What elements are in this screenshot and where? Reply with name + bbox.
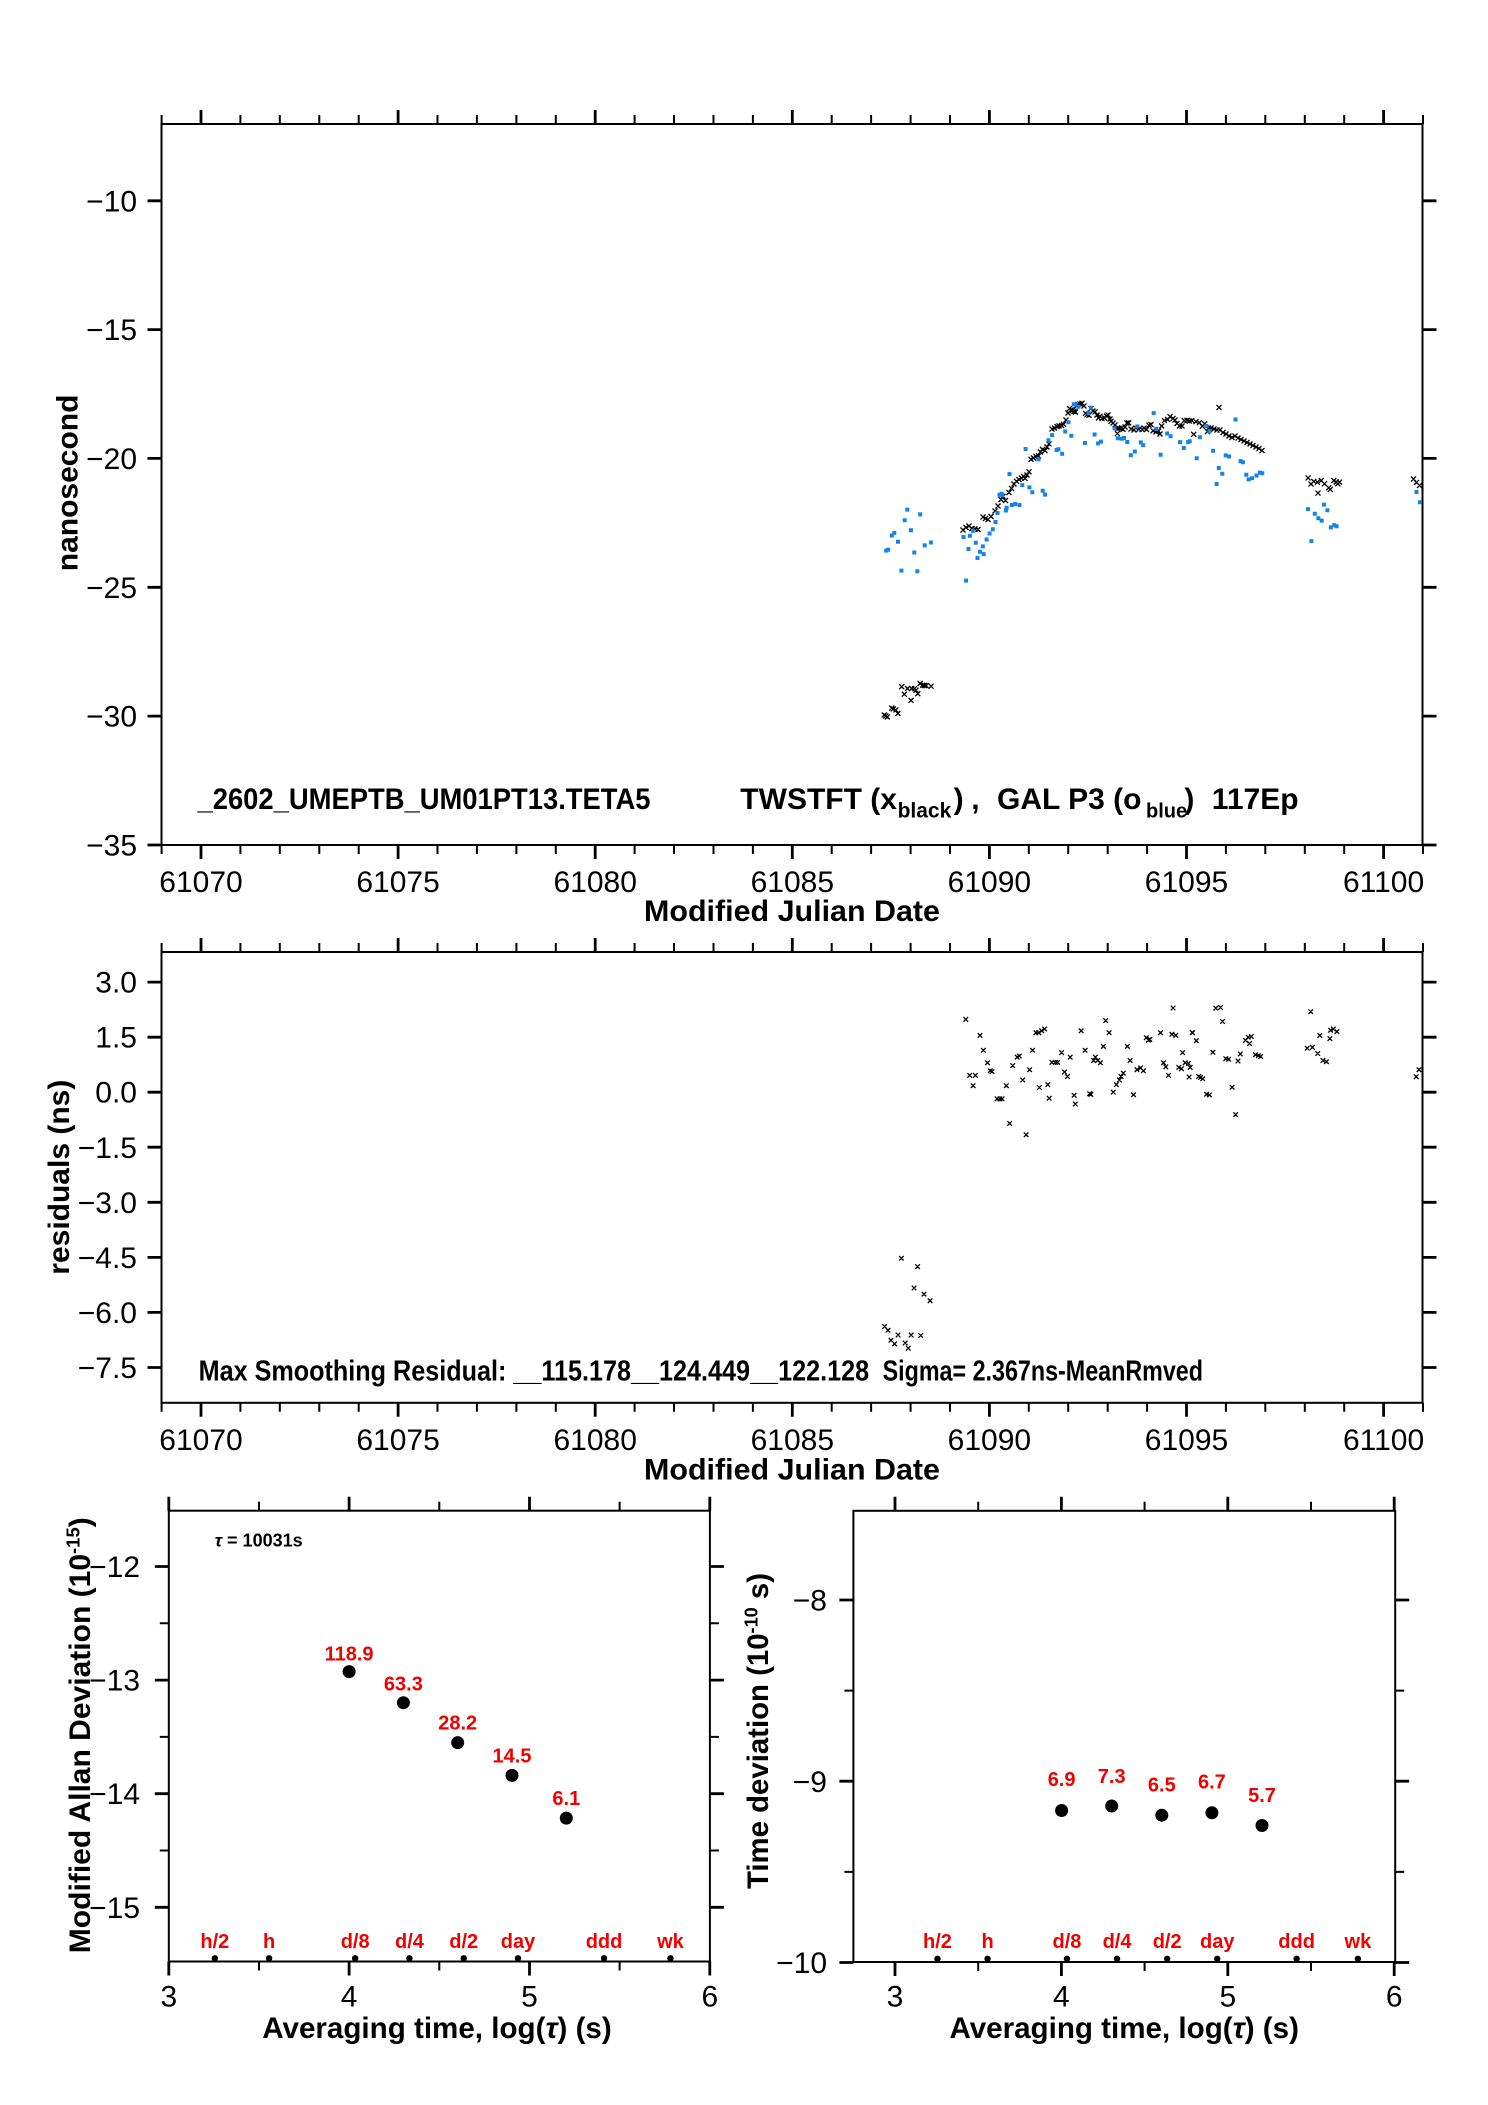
svg-text:Max Smoothing Residual: __115.: Max Smoothing Residual: __115.178__124.4… [199, 1355, 870, 1387]
svg-text:Modified Allan Deviation (10-1: Modified Allan Deviation (10-15) [63, 1517, 98, 1953]
svg-text:d/4: d/4 [395, 1931, 425, 1953]
svg-text:h: h [981, 1931, 993, 1953]
svg-text:−15: −15 [89, 1892, 140, 1925]
svg-text:τ = 10031s: τ = 10031s [215, 1531, 303, 1551]
svg-text:Modified Julian Date: Modified Julian Date [644, 1454, 940, 1487]
svg-text:−13: −13 [89, 1665, 140, 1698]
svg-text:Averaging time, log(τ) (s): Averaging time, log(τ) (s) [949, 2012, 1299, 2045]
svg-text:−25: −25 [86, 572, 137, 605]
svg-text:h/2: h/2 [923, 1931, 952, 1953]
svg-text:61080: 61080 [553, 1424, 636, 1457]
svg-text:3.0: 3.0 [95, 967, 137, 1000]
svg-text:118.9: 118.9 [325, 1643, 374, 1665]
svg-text:3: 3 [887, 1981, 904, 2014]
svg-text:61095: 61095 [1145, 866, 1228, 899]
svg-text:6.5: 6.5 [1148, 1775, 1176, 1797]
svg-text:ddd: ddd [586, 1931, 623, 1953]
svg-text:−12: −12 [89, 1551, 140, 1584]
svg-text:61070: 61070 [159, 866, 242, 899]
svg-text:wk: wk [656, 1931, 685, 1953]
svg-text:Modified Julian Date: Modified Julian Date [644, 895, 940, 928]
svg-text:day: day [501, 1931, 536, 1953]
svg-text:nanosecond: nanosecond [52, 395, 85, 572]
svg-text:,: , [971, 783, 979, 816]
svg-text:−6.0: −6.0 [78, 1297, 137, 1330]
svg-text:d/8: d/8 [1053, 1931, 1082, 1953]
svg-text:−3.0: −3.0 [78, 1187, 137, 1220]
svg-text:black: black [898, 799, 952, 822]
svg-text:blue: blue [1146, 800, 1187, 822]
svg-text:6: 6 [701, 1981, 718, 2014]
svg-text:d/2: d/2 [1153, 1931, 1182, 1953]
svg-text:1.5: 1.5 [95, 1022, 137, 1055]
svg-text:6.7: 6.7 [1198, 1772, 1226, 1794]
svg-text:residuals (ns): residuals (ns) [43, 1080, 76, 1275]
svg-text:h: h [263, 1931, 275, 1953]
svg-text:5.7: 5.7 [1248, 1785, 1276, 1807]
svg-text:): ) [954, 783, 964, 816]
svg-text:7.3: 7.3 [1098, 1766, 1126, 1788]
svg-text:14.5: 14.5 [493, 1746, 532, 1768]
svg-text:−10: −10 [86, 185, 137, 218]
svg-text:ddd: ddd [1278, 1931, 1315, 1953]
svg-text:d/8: d/8 [341, 1931, 370, 1953]
svg-text:63.3: 63.3 [384, 1674, 423, 1696]
svg-text:−15: −15 [86, 314, 137, 347]
svg-text:TWSTFT (x: TWSTFT (x [740, 783, 897, 816]
svg-text:−14: −14 [89, 1778, 140, 1811]
svg-text:0.0: 0.0 [95, 1077, 137, 1110]
svg-text:−35: −35 [86, 830, 137, 863]
svg-text:6: 6 [1386, 1981, 1403, 2014]
svg-text:61075: 61075 [356, 1424, 439, 1457]
svg-text:6.1: 6.1 [552, 1788, 580, 1810]
svg-text:61095: 61095 [1145, 1424, 1228, 1457]
svg-text:4: 4 [341, 1981, 358, 2014]
svg-text:GAL P3 (o: GAL P3 (o [997, 783, 1141, 816]
svg-text:61085: 61085 [751, 866, 834, 899]
svg-text:61085: 61085 [751, 1424, 834, 1457]
svg-text:5: 5 [1219, 1981, 1236, 2014]
svg-text:61100: 61100 [1343, 1424, 1424, 1457]
svg-text:61100: 61100 [1343, 866, 1424, 899]
svg-text:−9: −9 [793, 1766, 827, 1799]
svg-text:5: 5 [521, 1981, 538, 2014]
svg-text:61070: 61070 [159, 1424, 242, 1457]
svg-text:): ) [1184, 783, 1194, 816]
svg-text:d/4: d/4 [1103, 1931, 1133, 1953]
svg-text:61090: 61090 [948, 1424, 1031, 1457]
svg-text:day: day [1200, 1931, 1235, 1953]
svg-text:wk: wk [1344, 1931, 1373, 1953]
svg-text:4: 4 [1053, 1981, 1070, 2014]
svg-text:61090: 61090 [948, 866, 1031, 899]
svg-text:−4.5: −4.5 [78, 1242, 137, 1275]
svg-text:−7.5: −7.5 [78, 1352, 137, 1385]
svg-text:61080: 61080 [553, 866, 636, 899]
svg-text:61075: 61075 [356, 866, 439, 899]
svg-text:−30: −30 [86, 701, 137, 734]
svg-text:Sigma= 2.367ns-MeanRmved: Sigma= 2.367ns-MeanRmved [883, 1355, 1203, 1387]
svg-text:−10: −10 [776, 1947, 827, 1980]
svg-text:−20: −20 [86, 443, 137, 476]
svg-text:−8: −8 [793, 1585, 827, 1618]
svg-text:Averaging time, log(τ) (s): Averaging time, log(τ) (s) [262, 2012, 612, 2045]
svg-text:d/2: d/2 [449, 1931, 478, 1953]
svg-text:28.2: 28.2 [438, 1713, 477, 1735]
svg-text:h/2: h/2 [200, 1931, 229, 1953]
svg-text:3: 3 [160, 1981, 177, 2014]
svg-text:_2602_UMEPTB_UM01PT13.TETA5: _2602_UMEPTB_UM01PT13.TETA5 [197, 783, 651, 816]
svg-text:−1.5: −1.5 [78, 1132, 137, 1165]
svg-text:117Ep: 117Ep [1212, 783, 1299, 816]
svg-text:6.9: 6.9 [1048, 1769, 1076, 1791]
